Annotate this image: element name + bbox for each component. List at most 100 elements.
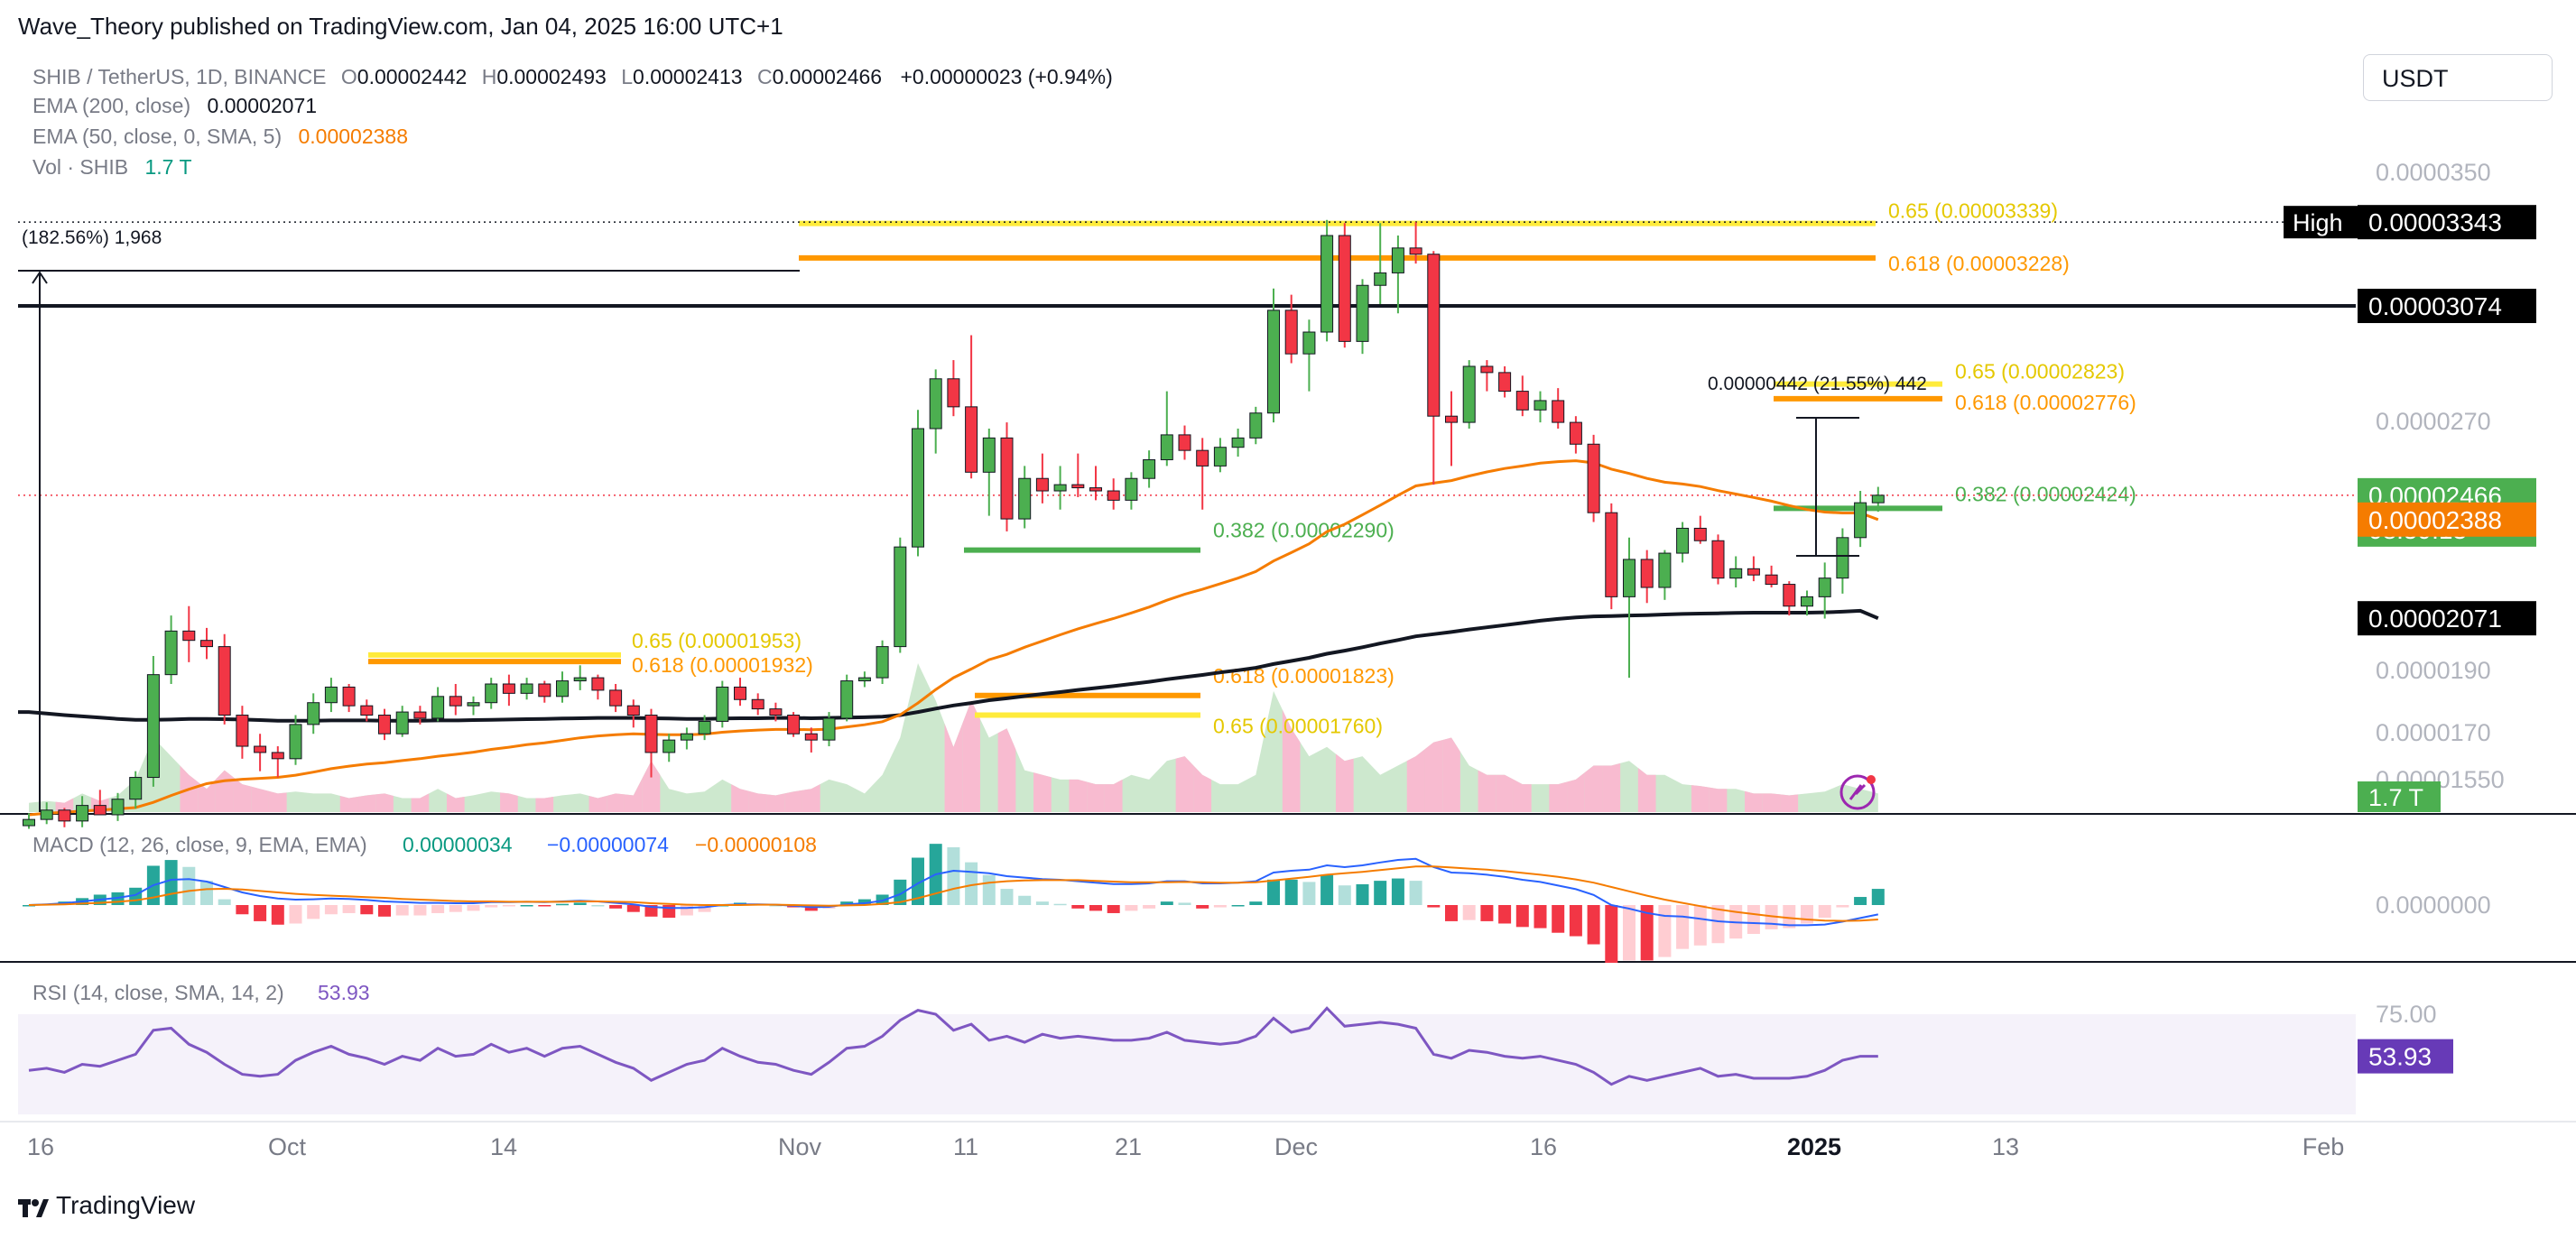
candle-body xyxy=(58,809,71,822)
fib-label: 0.382 (0.00002424) xyxy=(1955,482,2136,505)
volume-down-segment xyxy=(215,770,234,812)
close-value: 0.00002466 xyxy=(772,65,883,88)
price-badge xyxy=(2358,601,2536,636)
candle-body xyxy=(698,720,711,734)
ema50-legend-row[interactable]: EMA (50, close, 0, SMA, 5) 0.00002388 xyxy=(32,125,408,149)
macd-histogram-bar xyxy=(698,905,711,912)
candle-body xyxy=(1552,400,1565,423)
time-axis[interactable]: 16 Oct 14 Nov 11 21 Dec 16 2025 13 Feb xyxy=(27,1133,2344,1160)
volume-down-segment xyxy=(1282,709,1301,812)
macd-histogram-bar xyxy=(894,879,907,905)
rsi-line xyxy=(28,1006,1878,1086)
macd-histogram-bar xyxy=(1515,905,1529,928)
candle-body xyxy=(965,406,978,473)
candle-body xyxy=(751,698,764,710)
macd-histogram-bar xyxy=(626,905,640,912)
volume-down-segment xyxy=(375,793,394,812)
tradingview-footer[interactable]: TradingView xyxy=(18,1191,195,1220)
candle-body xyxy=(236,715,249,747)
fib-label: 0.618 (0.00003228) xyxy=(1888,252,2070,275)
change-value: +0.00000023 (+0.94%) xyxy=(900,65,1113,88)
fib-label: 0.65 (0.00001953) xyxy=(632,629,802,652)
candle-body xyxy=(1302,331,1316,355)
volume-down-segment xyxy=(784,790,802,812)
macd-histogram-bar xyxy=(1338,885,1351,905)
price-axis[interactable]: 0.0000350 0.0000270 0.0000190 0.0000170 0.00… xyxy=(2284,159,2536,1074)
candle-body xyxy=(1480,365,1494,374)
volume-down-segment xyxy=(1478,770,1496,812)
candle-body xyxy=(1320,235,1334,333)
volume-down-segment xyxy=(1513,779,1532,812)
volume-down-segment xyxy=(1584,765,1603,812)
macd-histogram-bar xyxy=(1534,905,1547,928)
macd-histogram-bar xyxy=(1693,905,1707,946)
candle-body xyxy=(502,683,515,694)
candle-body xyxy=(254,745,267,753)
candle-body xyxy=(1765,574,1778,586)
ema200-legend-row[interactable]: EMA (200, close) 0.00002071 xyxy=(32,94,317,118)
macd-histogram-bar xyxy=(1676,905,1690,949)
candle-body xyxy=(1498,372,1512,393)
candle-body xyxy=(734,686,746,700)
macd-histogram-bar xyxy=(1178,902,1191,905)
candle-body xyxy=(218,646,231,716)
volume-down-segment xyxy=(1104,779,1123,812)
candle-body xyxy=(1427,254,1441,417)
candle-body xyxy=(431,696,445,719)
macd-histogram-bar xyxy=(413,905,427,916)
low-value: 0.00002413 xyxy=(633,65,743,88)
ema50-label: EMA (50, close, 0, SMA, 5) xyxy=(32,125,283,148)
time-tick-label: 21 xyxy=(1115,1133,1142,1160)
candle-body xyxy=(1267,310,1280,414)
candle-body xyxy=(1409,247,1422,255)
currency-button[interactable]: USDT xyxy=(2363,54,2553,101)
macd-histogram-bar xyxy=(395,905,409,916)
annotations: (182.56%) 1,968 0.00000442 (21.55%) 442 xyxy=(18,227,1927,812)
macd-histogram-bar xyxy=(1801,905,1813,924)
candle-body xyxy=(1871,494,1885,504)
macd-value-1: 0.00000034 xyxy=(403,833,513,856)
macd-histogram-bar xyxy=(1143,905,1156,909)
price-badge-text: 0.00002388 xyxy=(2368,506,2502,534)
macd-histogram-bar xyxy=(1658,905,1672,957)
macd-histogram-bar xyxy=(947,847,960,905)
rsi-badge xyxy=(2358,1039,2453,1074)
volume-bars xyxy=(29,663,1878,812)
time-tick-label: 16 xyxy=(27,1133,54,1160)
macd-axis-label: 0.0000000 xyxy=(2376,892,2491,919)
macd-histogram-bar xyxy=(502,905,515,907)
drawing-tool-icon[interactable] xyxy=(1839,774,1876,810)
rsi-legend-label[interactable]: RSI (14, close, SMA, 14, 2) xyxy=(32,981,284,1004)
candle-body xyxy=(680,733,693,741)
volume-down-segment xyxy=(1087,781,1105,812)
macd-legend-label[interactable]: MACD (12, 26, close, 9, EMA, EMA) xyxy=(32,833,367,856)
candle-body xyxy=(876,646,889,679)
macd-histogram-bar xyxy=(23,905,35,907)
candle-body xyxy=(591,677,605,691)
symbol-name[interactable]: SHIB / TetherUS, 1D, BINANCE xyxy=(32,65,327,88)
fib-label: 0.382 (0.00002290) xyxy=(1213,519,1395,542)
candle-body xyxy=(769,708,783,716)
candle-body xyxy=(289,724,302,760)
time-tick-label: Feb xyxy=(2303,1133,2345,1160)
volume-down-segment xyxy=(446,793,465,812)
candle-body xyxy=(822,717,836,741)
candle-body xyxy=(40,809,53,820)
volume-down-segment xyxy=(1496,774,1514,812)
publisher-line: Wave_Theory published on TradingView.com… xyxy=(18,13,783,40)
volume-value: 1.7 T xyxy=(144,155,192,179)
macd-histogram-bar xyxy=(1391,878,1404,905)
candle-body xyxy=(1356,284,1369,342)
volume-down-segment xyxy=(357,794,376,812)
macd-histogram-bar xyxy=(200,881,213,905)
volume-legend-row[interactable]: Vol · SHIB 1.7 T xyxy=(32,155,192,180)
candle-body xyxy=(1693,527,1707,541)
candle-body xyxy=(129,777,143,800)
candle-body xyxy=(1089,487,1102,492)
candle-body xyxy=(395,711,409,734)
volume-down-segment xyxy=(1069,779,1088,812)
ema200-line xyxy=(18,608,1879,723)
fib-label: 0.618 (0.00002776) xyxy=(1955,391,2136,414)
price-tick-label: 0.0000190 xyxy=(2376,657,2491,684)
